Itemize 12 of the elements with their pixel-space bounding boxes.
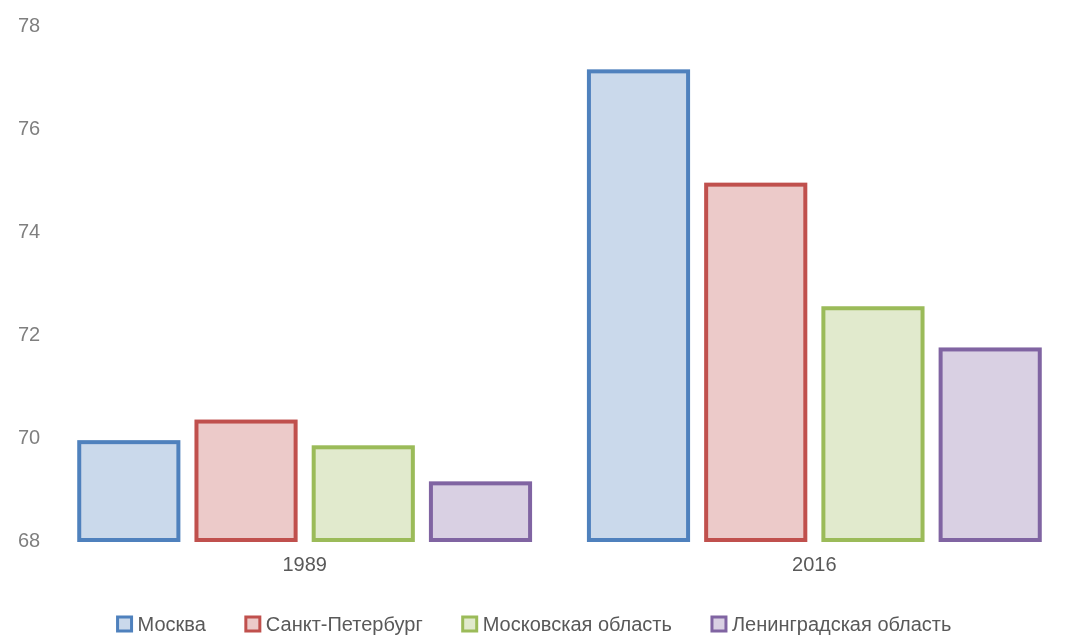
x-tick-label: 2016 <box>792 553 837 575</box>
legend-label: Москва <box>137 613 207 635</box>
y-tick-label: 70 <box>17 425 41 448</box>
legend-label: Московская область <box>482 613 672 635</box>
legend-label: Ленинградская область <box>731 613 952 635</box>
y-tick-label: 74 <box>17 219 41 242</box>
y-tick-label: 68 <box>17 528 41 551</box>
x-tick-label: 1989 <box>282 553 327 575</box>
y-tick-label: 72 <box>17 322 41 345</box>
legend-label: Санкт-Петербург <box>265 613 423 635</box>
y-tick-label: 76 <box>17 116 41 139</box>
y-tick-label: 78 <box>17 13 41 36</box>
